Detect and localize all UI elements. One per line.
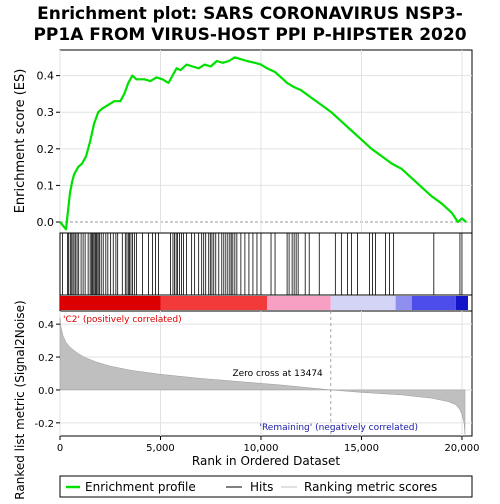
heatmap-segment [160, 296, 268, 310]
heatmap-segment [411, 296, 456, 310]
es-tick-label: 0.4 [37, 70, 55, 83]
es-tick-label: 0.3 [37, 106, 55, 119]
heatmap-segment [330, 296, 396, 310]
es-tick-label: 0.2 [37, 143, 55, 156]
negative-correlated-label: 'Remaining' (negatively correlated) [259, 423, 418, 433]
x-axis-label: Rank in Ordered Dataset [192, 454, 340, 468]
x-tick-label: 15,000 [344, 443, 379, 454]
metric-axis-ticks: -0.2 0.0 0.2 0.4 [34, 320, 60, 430]
chart-title-line2: PP1A FROM VIRUS-HOST PPI P-HIPSTER 2020 [33, 25, 466, 45]
zero-cross-label: Zero cross at 13474 [232, 369, 323, 379]
x-tick-label: 5,000 [146, 443, 175, 454]
heatmap-segments [60, 296, 468, 310]
es-axis-ticks: 0.0 0.1 0.2 0.3 0.4 [37, 70, 60, 229]
es-tick-label: 0.0 [37, 216, 55, 229]
heatmap-segment [60, 296, 161, 310]
metric-tick-label: 0.0 [38, 386, 54, 397]
hit-lines [62, 233, 463, 295]
enrichment-profile-line [59, 56, 467, 231]
x-tick-label: 20,000 [444, 443, 479, 454]
positive-correlated-label: 'C2' (positively correlated) [63, 315, 182, 325]
x-tick-label: 10,000 [243, 443, 278, 454]
x-axis-ticks: 0 5,000 10,000 15,000 20,000 [57, 436, 479, 454]
es-axis-label: Enrichment score (ES) [13, 69, 28, 214]
ranked-metric-area [59, 317, 466, 435]
chart-legend: Enrichment profile Hits Ranking metric s… [59, 475, 473, 498]
metric-tick-label: -0.2 [34, 419, 54, 430]
heatmap-segment [395, 296, 412, 310]
x-tick-label: 0 [57, 443, 63, 454]
es-panel: 0.0 0.1 0.2 0.3 0.4 Enrichment score (ES) [13, 49, 473, 234]
metric-panel: Zero cross at 13474 'C2' (positively cor… [13, 300, 479, 499]
legend-frame [59, 475, 473, 498]
heatmap-segment [267, 296, 331, 310]
heatmap-panel [59, 294, 473, 312]
chart-title-line1: Enrichment plot: SARS CORONAVIRUS NSP3- [37, 4, 463, 24]
metric-tick-label: 0.4 [38, 320, 54, 331]
hits-panel [59, 232, 473, 296]
es-tick-label: 0.1 [37, 179, 55, 192]
metric-tick-label: 0.2 [38, 353, 54, 364]
legend-hits-label: Hits [250, 480, 273, 494]
legend-metric-label: Ranking metric scores [304, 480, 437, 494]
es-gridlines [59, 50, 472, 233]
legend-profile-label: Enrichment profile [85, 480, 196, 494]
heatmap-segment [455, 296, 468, 310]
metric-axis-label: Ranked list metric (Signal2Noise) [13, 300, 27, 499]
